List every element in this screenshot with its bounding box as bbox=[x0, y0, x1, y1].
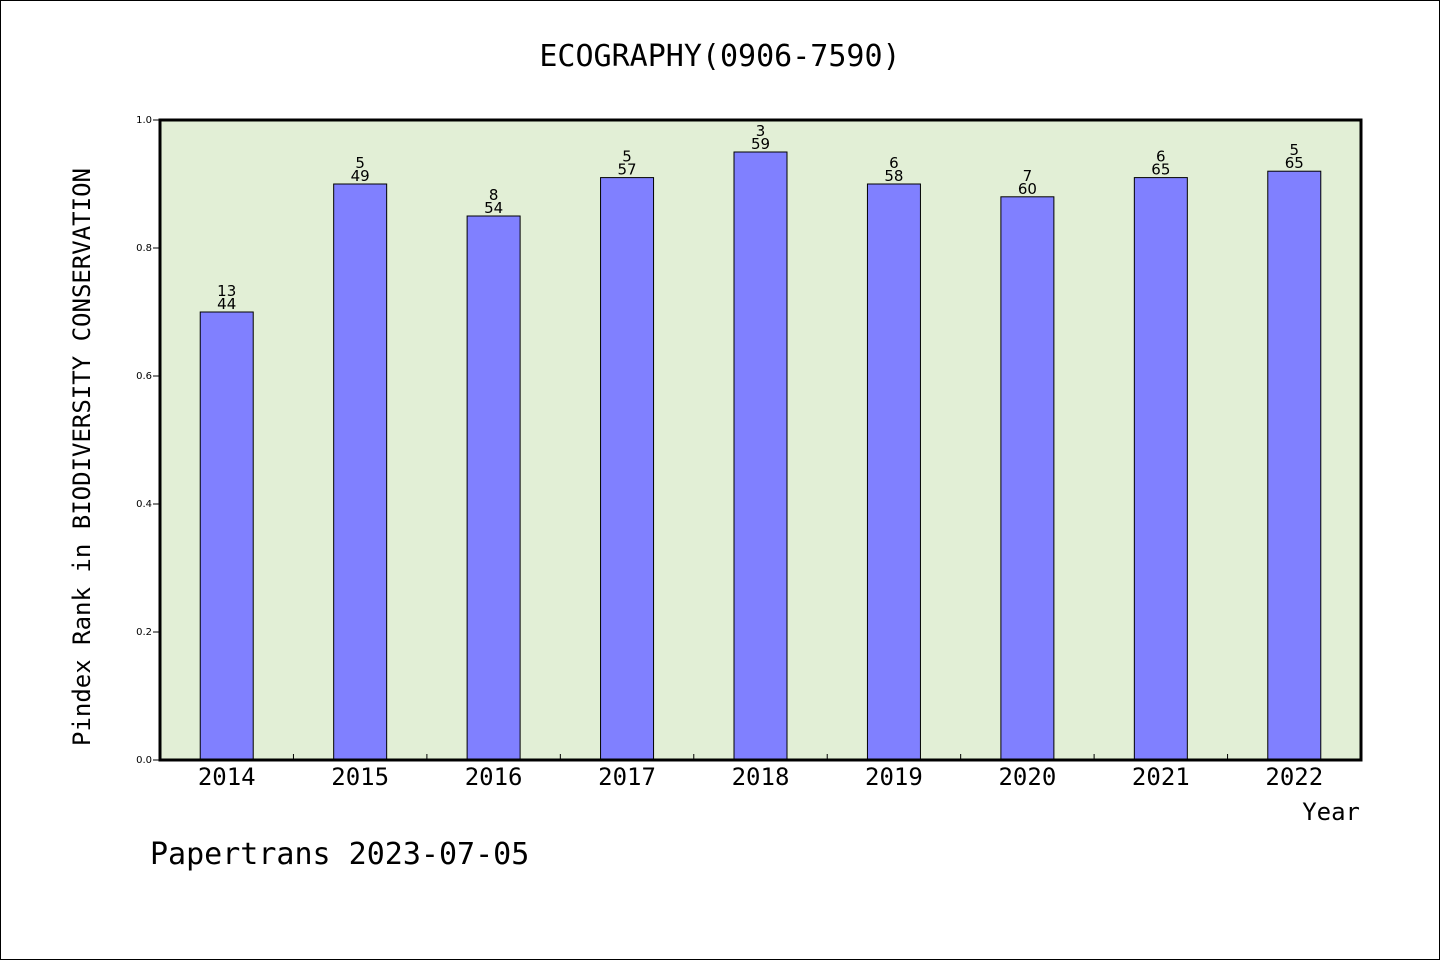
bar-count-label: 44 bbox=[217, 295, 236, 313]
bar-count-label: 49 bbox=[351, 167, 370, 185]
y-tick-label: 0.2 bbox=[136, 627, 152, 638]
y-axis: 0.0 0.2 0.4 0.6 0.8 1.0 bbox=[136, 115, 160, 766]
bar-rank-label: 6 bbox=[1156, 148, 1166, 166]
bar-rank-label: 3 bbox=[756, 122, 766, 140]
y-tick-label: 0.6 bbox=[136, 371, 152, 382]
plot-border bbox=[158, 118, 1363, 762]
bar-rank-label: 8 bbox=[489, 186, 499, 204]
x-tick-label: 2022 bbox=[1265, 763, 1323, 791]
bar-2015 bbox=[333, 183, 388, 761]
bar-2022 bbox=[1267, 170, 1322, 761]
bar-2016 bbox=[466, 215, 521, 761]
chart-title: ECOGRAPHY(0906-7590) bbox=[539, 39, 900, 74]
x-axis-label: Year bbox=[1302, 798, 1360, 826]
x-tick-label: 2019 bbox=[865, 763, 923, 791]
bar-rank-label: 7 bbox=[1023, 167, 1033, 185]
footer-text: Papertrans 2023-07-05 bbox=[150, 837, 529, 872]
bar-rank-label: 13 bbox=[217, 282, 236, 300]
bar-rank-label: 5 bbox=[355, 154, 365, 172]
bar-2017 bbox=[600, 177, 655, 761]
bar-2014 bbox=[199, 311, 254, 761]
x-tick-label: 2017 bbox=[598, 763, 656, 791]
bar-count-label: 54 bbox=[484, 199, 503, 217]
bar-rank-label: 5 bbox=[1290, 141, 1300, 159]
bar-2018 bbox=[733, 151, 788, 761]
x-tick-label: 2014 bbox=[198, 763, 256, 791]
x-tick-label: 2020 bbox=[998, 763, 1056, 791]
x-axis: 2014 2015 2016 2017 2018 2019 2020 2021 2022 bbox=[198, 754, 1323, 791]
y-tick-label: 1.0 bbox=[136, 115, 152, 126]
x-tick-label: 2021 bbox=[1132, 763, 1190, 791]
y-tick-label: 0.4 bbox=[136, 499, 152, 510]
bar-count-label: 65 bbox=[1285, 154, 1304, 172]
x-tick-label: 2018 bbox=[732, 763, 790, 791]
y-tick-label: 0.0 bbox=[136, 755, 152, 766]
x-tick-label: 2016 bbox=[465, 763, 523, 791]
bar-2019 bbox=[866, 183, 921, 761]
bar-rank-label: 5 bbox=[622, 148, 632, 166]
x-tick-label: 2015 bbox=[331, 763, 389, 791]
bar-count-label: 65 bbox=[1151, 161, 1170, 179]
bar-count-label: 60 bbox=[1018, 180, 1037, 198]
bar-2021 bbox=[1133, 177, 1188, 761]
bar-2020 bbox=[1000, 196, 1055, 761]
bar-rank-label: 6 bbox=[889, 154, 899, 172]
y-tick-label: 0.8 bbox=[136, 243, 152, 254]
y-axis-label: Pindex Rank in BIODIVERSITY CONSERVATION bbox=[68, 168, 96, 746]
bar-count-label: 57 bbox=[618, 161, 637, 179]
bar-count-label: 59 bbox=[751, 135, 770, 153]
bar-count-label: 58 bbox=[884, 167, 903, 185]
